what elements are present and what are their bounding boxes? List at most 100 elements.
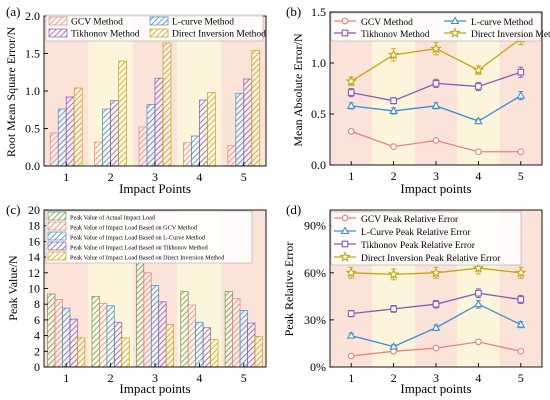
y-tick-label: 8 [34,297,40,311]
y-tick-label: 14 [28,250,40,264]
x-tick-label: 4 [196,170,202,184]
y-tick-label: 1.0 [311,56,326,70]
bar-a-s4-c4 [207,92,216,167]
legend-swatch-c-1 [47,211,67,221]
legend-marker-d-1 [341,214,349,222]
x-tick-label: 2 [108,371,114,385]
point-b-s3-p1 [347,89,355,96]
bar-c-s4-c2 [113,321,123,368]
point-d-s3-p2 [390,305,397,313]
legend-label-a-1: GCV Method [71,18,123,28]
panel-b-legend: GCV Method L-curve Method Tikhonov Method D… [330,12,550,42]
y-tick-label: 2 [34,344,40,358]
legend-frame [330,211,522,266]
point-b-s1-p3 [432,137,440,144]
bar-c-s3-c1 [62,307,71,368]
bar-c-s2-c4 [187,304,197,368]
x-tick-label: 4 [475,169,481,183]
bar-c-s4-c3 [158,301,167,368]
y-tick-label: 0.0 [25,159,40,173]
x-tick-label: 4 [475,371,481,385]
point-b-s4-p3 [430,42,442,54]
y-tick-label: 0.5 [25,122,40,136]
bar-c-s1-c3 [136,257,145,368]
legend-marker-b-3 [341,29,349,37]
x-tick-label: 3 [433,169,439,183]
panel-d-legend: GCV Peak Relative Error L-Curve Peak Rela… [330,211,522,266]
point-b-s4-p4 [472,64,485,76]
legend-marker-d-3 [341,240,349,248]
point-d-s1-p3 [432,344,440,352]
panel-d-lines [345,261,527,360]
legend-label-c-4: Peak Value of Impact Load Based on Tikho… [70,245,209,252]
bar-a-s3-c4 [199,99,208,167]
point-d-s2-p4 [474,299,483,308]
legend-label-b-1: GCV Method [361,18,413,28]
panel-b-label: (b) [286,4,301,19]
panel-a-legend: GCV Method L-curve Method Tikhonov Method D… [45,14,266,42]
legend-swatch-a-4 [149,28,169,38]
bar-a-s1-c4 [183,142,192,167]
point-b-s1-p1 [347,127,355,135]
bar-c-s3-c4 [195,321,204,368]
panel-b-lines [345,31,527,156]
legend-label-b-4: Direct Inversion Method [471,30,550,40]
legend-label-d-1: GCV Peak Relative Error [361,215,459,225]
y-tick-label: 2.0 [25,9,40,23]
panel-a-xlabel: Impact Points [119,181,191,196]
bar-a-s2-c3 [146,104,156,167]
y-tick-label: 1.5 [311,5,326,19]
point-b-s4-p1 [345,75,357,87]
panel-a: 0.0 0.5 1.0 1.5 2.0 1 2 3 4 5 GCV Method L-curve M… [0,0,275,200]
bar-c-s3-c5 [239,310,248,368]
y-tick-label: 1.0 [25,84,40,98]
point-b-s2-p2 [389,106,398,114]
point-d-s3-p4 [475,289,482,297]
x-tick-label: 3 [152,371,158,385]
y-tick-label: 90% [304,219,326,233]
x-tick-label: 4 [196,371,202,385]
point-d-s4-p2 [387,268,400,280]
bar-c-s5-c1 [77,337,86,368]
legend-label-b-3: Tikhonov Method [361,30,430,40]
legend-swatch-a-1 [48,16,68,26]
bar-a-s1-c3 [138,126,148,167]
point-b-s3-p2 [390,97,397,105]
legend-label-b-2: L-curve Method [471,18,533,28]
point-d-s1-p4 [475,338,482,346]
point-d-s3-p5 [517,296,525,303]
bar-a-s3-c5 [243,78,253,167]
bar-c-s2-c2 [99,303,108,368]
x-tick-label: 1 [348,371,354,385]
bar-c-s3-c3 [150,285,160,368]
point-d-s1-p1 [347,352,355,360]
y-tick-label: 60% [304,266,326,280]
legend-frame [45,210,253,264]
panel-d-xlabel: Impact points [400,381,471,396]
panel-a-ticks: 0.0 0.5 1.0 1.5 2.0 1 2 3 4 5 [25,9,247,184]
point-b-s2-p3 [431,101,441,109]
bar-c-s5-c5 [254,336,263,368]
legend-label-a-3: Tikhonov Method [71,30,140,40]
point-b-s1-p5 [517,148,525,156]
bar-a-s4-c5 [251,50,261,167]
legend-swatch-c-5 [47,251,67,261]
legend-marker-d-2 [340,226,350,235]
point-d-s3-p1 [347,310,355,317]
panel-c-legend: Peak Value of Actual Impact Load Peak Val… [45,210,253,264]
bar-a-s4-c1 [73,87,83,167]
y-tick-label: 0.5 [311,107,326,121]
x-tick-label: 5 [518,169,524,183]
legend-label-a-2: L-curve Method [172,18,234,28]
legend-swatch-c-3 [47,231,67,241]
x-tick-label: 2 [391,371,397,385]
bar-a-s1-c1 [49,132,59,167]
y-tick-label: 6 [34,313,40,327]
legend-marker-b-2 [450,16,460,25]
bar-a-s4-c2 [118,60,127,167]
point-b-s1-p2 [390,143,397,150]
panel-b-ylabel: Mean Absolute Error/N [291,33,305,147]
panel-d-ylabel: Peak Relative Error [282,242,296,337]
point-d-s2-p5 [516,319,526,328]
